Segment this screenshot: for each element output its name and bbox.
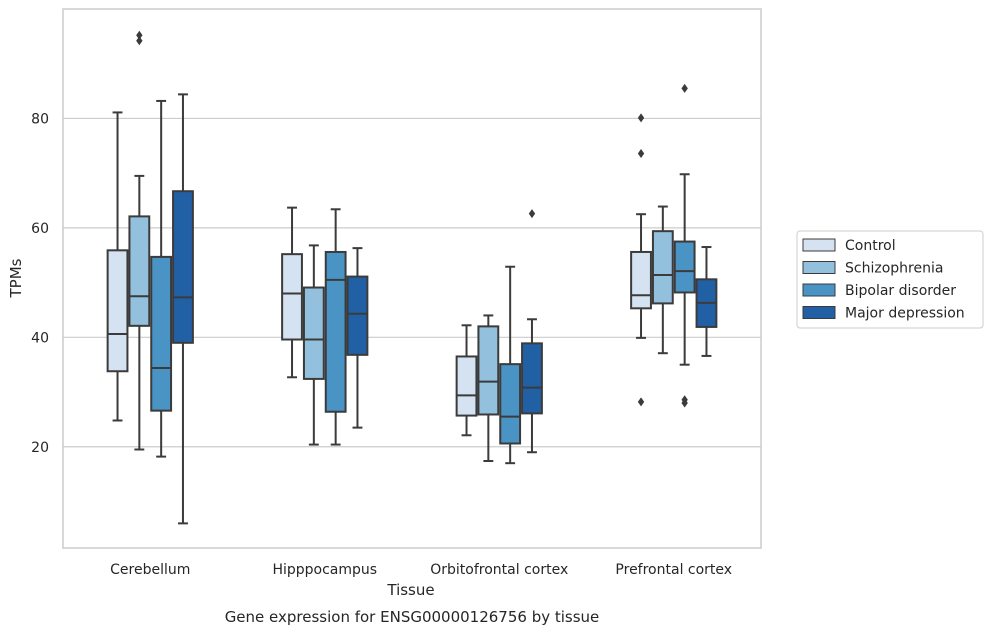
x-tick-label-hipppocampus: Hipppocampus [272,562,377,578]
outlier-point [136,36,143,46]
plot-frame [62,8,762,549]
y-tick-label-20: 20 [31,440,49,456]
outlier-point [637,148,645,158]
y-tick-label-80: 80 [31,111,49,127]
chart-caption: Gene expression for ENSG00000126756 by t… [225,608,600,626]
x-axis-label: Tissue [386,581,434,599]
box-iqr [455,355,478,417]
legend-label-schizophrenia: Schizophrenia [845,261,943,277]
box-prefrontal-cortex-bipolar-disorder [673,83,696,408]
box-orbitofrontal-cortex-schizophrenia [477,314,500,462]
y-tick-label-40: 40 [31,330,49,346]
box-hipppocampus-schizophrenia [302,244,325,446]
outlier-point [136,30,143,40]
box-orbitofrontal-cortex-control [455,324,478,437]
box-orbitofrontal-cortex-bipolar-disorder [499,265,522,465]
box-iqr [281,253,303,341]
box-orbitofrontal-cortex-major-depression [521,209,543,454]
box-hipppocampus-bipolar-disorder [324,208,347,446]
box-prefrontal-cortex-schizophrenia [651,205,674,355]
box-prefrontal-cortex-major-depression [695,246,718,357]
box-iqr [477,325,500,416]
box-iqr [302,286,325,380]
x-tick-label-orbitofrontal-cortex: Orbitofrontal cortex [430,562,568,578]
box-plots [106,30,718,525]
outlier-point [637,397,645,407]
box-iqr [150,255,173,412]
x-tick-labels: Cerebellum Hipppocampus Orbitofrontal cort… [110,562,732,578]
outlier-point [528,209,536,219]
legend-swatch-control [802,238,836,252]
box-prefrontal-cortex-control [630,113,652,407]
y-tick-labels: 20 40 60 80 [31,111,49,455]
box-iqr [651,230,674,305]
box-iqr [106,249,129,373]
box-iqr [630,250,652,310]
outlier-point [637,113,645,123]
x-tick-label-prefrontal-cortex: Prefrontal cortex [615,562,732,578]
legend-label-major-depression: Major depression [845,306,965,322]
box-cerebellum-major-depression [172,93,194,525]
outlier-point [681,395,688,405]
box-iqr [521,342,543,415]
box-cerebellum-bipolar-disorder [150,99,173,458]
box-iqr [346,275,369,356]
legend-swatch-schizophrenia [802,261,836,274]
box-iqr [172,190,194,344]
box-hipppocampus-major-depression [346,247,369,429]
box-hipppocampus-control [281,206,303,379]
y-axis-label: TPMs [7,258,25,298]
box-iqr [499,363,522,445]
box-cerebellum-control [106,111,129,422]
outlier-point [681,83,688,93]
legend-frame [796,230,984,329]
legend-swatch-bipolar-disorder [802,283,836,297]
legend: Control Schizophrenia Bipolar disorder Majo… [796,230,984,329]
x-tick-label-cerebellum: Cerebellum [110,562,190,578]
y-tick-label-60: 60 [31,221,49,237]
legend-swatch-major-depression [802,306,836,319]
box-iqr [324,250,347,413]
box-iqr [673,240,696,294]
legend-label-bipolar-disorder: Bipolar disorder [845,283,956,299]
box-cerebellum-schizophrenia [128,30,151,451]
legend-label-control: Control [845,238,896,254]
box-iqr [128,215,151,327]
